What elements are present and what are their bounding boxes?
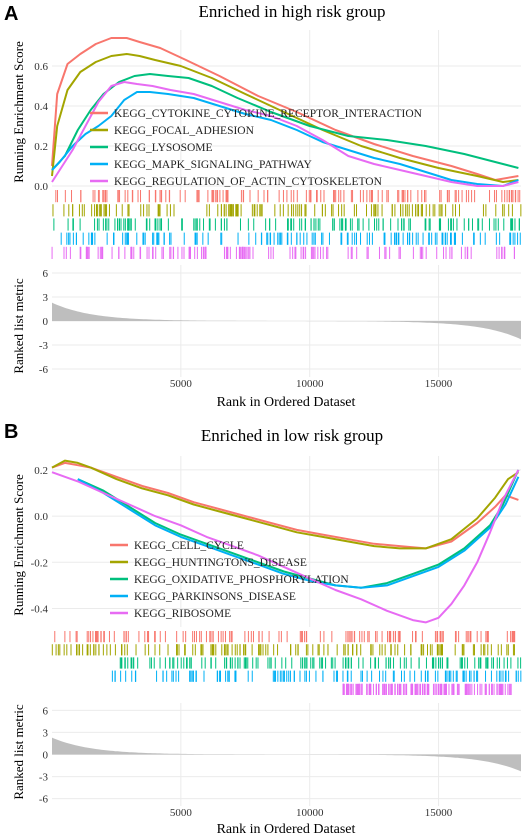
hit-band [51,246,515,259]
y-tick-label: 0 [43,750,49,762]
ranked-metric-area [52,302,521,340]
es-line [51,91,519,187]
panel-a: 0.0 0.2 0.4 0.6 6 3 0 -3 -6 5000 10000 15000 KEGG_CY… [34,30,522,390]
legend-label: KEGG_HUNTINGTONS_DISEASE [134,557,307,569]
x-tick-label: 5000 [170,807,193,819]
legend-label: KEGG_PARKINSONS_DISEASE [134,591,296,603]
x-tick-label: 15000 [425,807,453,819]
y-tick-label: 0.6 [34,61,48,73]
y-tick-label: 0.2 [34,141,48,153]
y-tick-label: 3 [43,292,49,304]
y-tick-label: 3 [43,727,49,739]
panel-b-title: Enriched in low risk group [201,426,383,445]
panel-a-x-label: Rank in Ordered Dataset [217,395,356,410]
y-tick-label: 0.2 [34,465,48,477]
es-line [51,53,519,183]
es-line [51,73,519,171]
x-tick-label: 10000 [296,807,324,819]
y-tick-label: -6 [39,794,49,806]
panel-b-y-label-score: Running Enrichment Score [11,474,26,616]
es-line [51,37,519,181]
y-tick-label: -0.2 [31,557,48,569]
legend-label: KEGG_FOCAL_ADHESION [114,125,255,137]
y-tick-label: -0.4 [31,604,49,616]
y-tick-label: 0.0 [34,181,48,193]
legend: KEGG_CELL_CYCLE KEGG_HUNTINGTONS_DISEASE K… [110,540,349,620]
hit-band [51,644,515,656]
hit-band [342,683,512,695]
hit-band [53,218,520,231]
legend-label: KEGG_RIBOSOME [134,608,231,620]
es-line [51,81,519,187]
y-tick-label: -3 [39,340,49,352]
legend: KEGG_CYTOKINE_CYTOKINE_RECEPTOR_INTERACT… [90,108,423,188]
es-line [51,461,519,550]
y-tick-label: 6 [43,705,49,717]
y-tick-label: 0.4 [34,101,48,113]
legend-label: KEGG_CYTOKINE_CYTOKINE_RECEPTOR_INTERACT… [114,108,423,120]
y-tick-label: 0.0 [34,511,48,523]
es-line [51,469,520,624]
hit-band [60,232,521,245]
panel-b-y-label-metric: Ranked list metric [11,704,26,800]
hit-band [111,670,522,682]
ranked-metric-area [52,737,521,772]
panel-a-y-label-metric: Ranked list metric [11,278,26,374]
es-line [77,469,520,589]
legend-label: KEGG_CELL_CYCLE [134,540,244,552]
x-tick-label: 10000 [296,378,324,390]
panel-b-letter: B [4,421,18,443]
legend-label: KEGG_LYSOSOME [114,142,213,154]
es-line [77,476,520,589]
panel-a-title: Enriched in high risk group [199,2,386,21]
hit-band [55,190,521,203]
y-tick-label: -3 [39,772,49,784]
panel-b-x-label: Rank in Ordered Dataset [217,822,356,837]
y-tick-label: 0 [43,316,49,328]
y-tick-label: 6 [43,268,49,280]
x-tick-label: 15000 [425,378,453,390]
panel-a-letter: A [4,3,18,25]
panel-a-y-label-score: Running Enrichment Score [11,41,26,183]
legend-label: KEGG_REGULATION_OF_ACTIN_CYTOSKELETON [114,176,383,188]
panel-b: 0.2 0.0 -0.2 -0.4 6 3 0 -3 -6 5000 10000 15000 KEGG_… [31,456,522,819]
y-tick-label: -6 [39,364,49,376]
es-line [51,459,519,550]
hit-band [119,657,522,669]
hit-band [52,204,522,217]
x-tick-label: 5000 [170,378,193,390]
legend-label: KEGG_MAPK_SIGNALING_PATHWAY [114,159,313,171]
hit-band [54,631,516,643]
legend-label: KEGG_OXIDATIVE_PHOSPHORYLATION [134,574,349,586]
